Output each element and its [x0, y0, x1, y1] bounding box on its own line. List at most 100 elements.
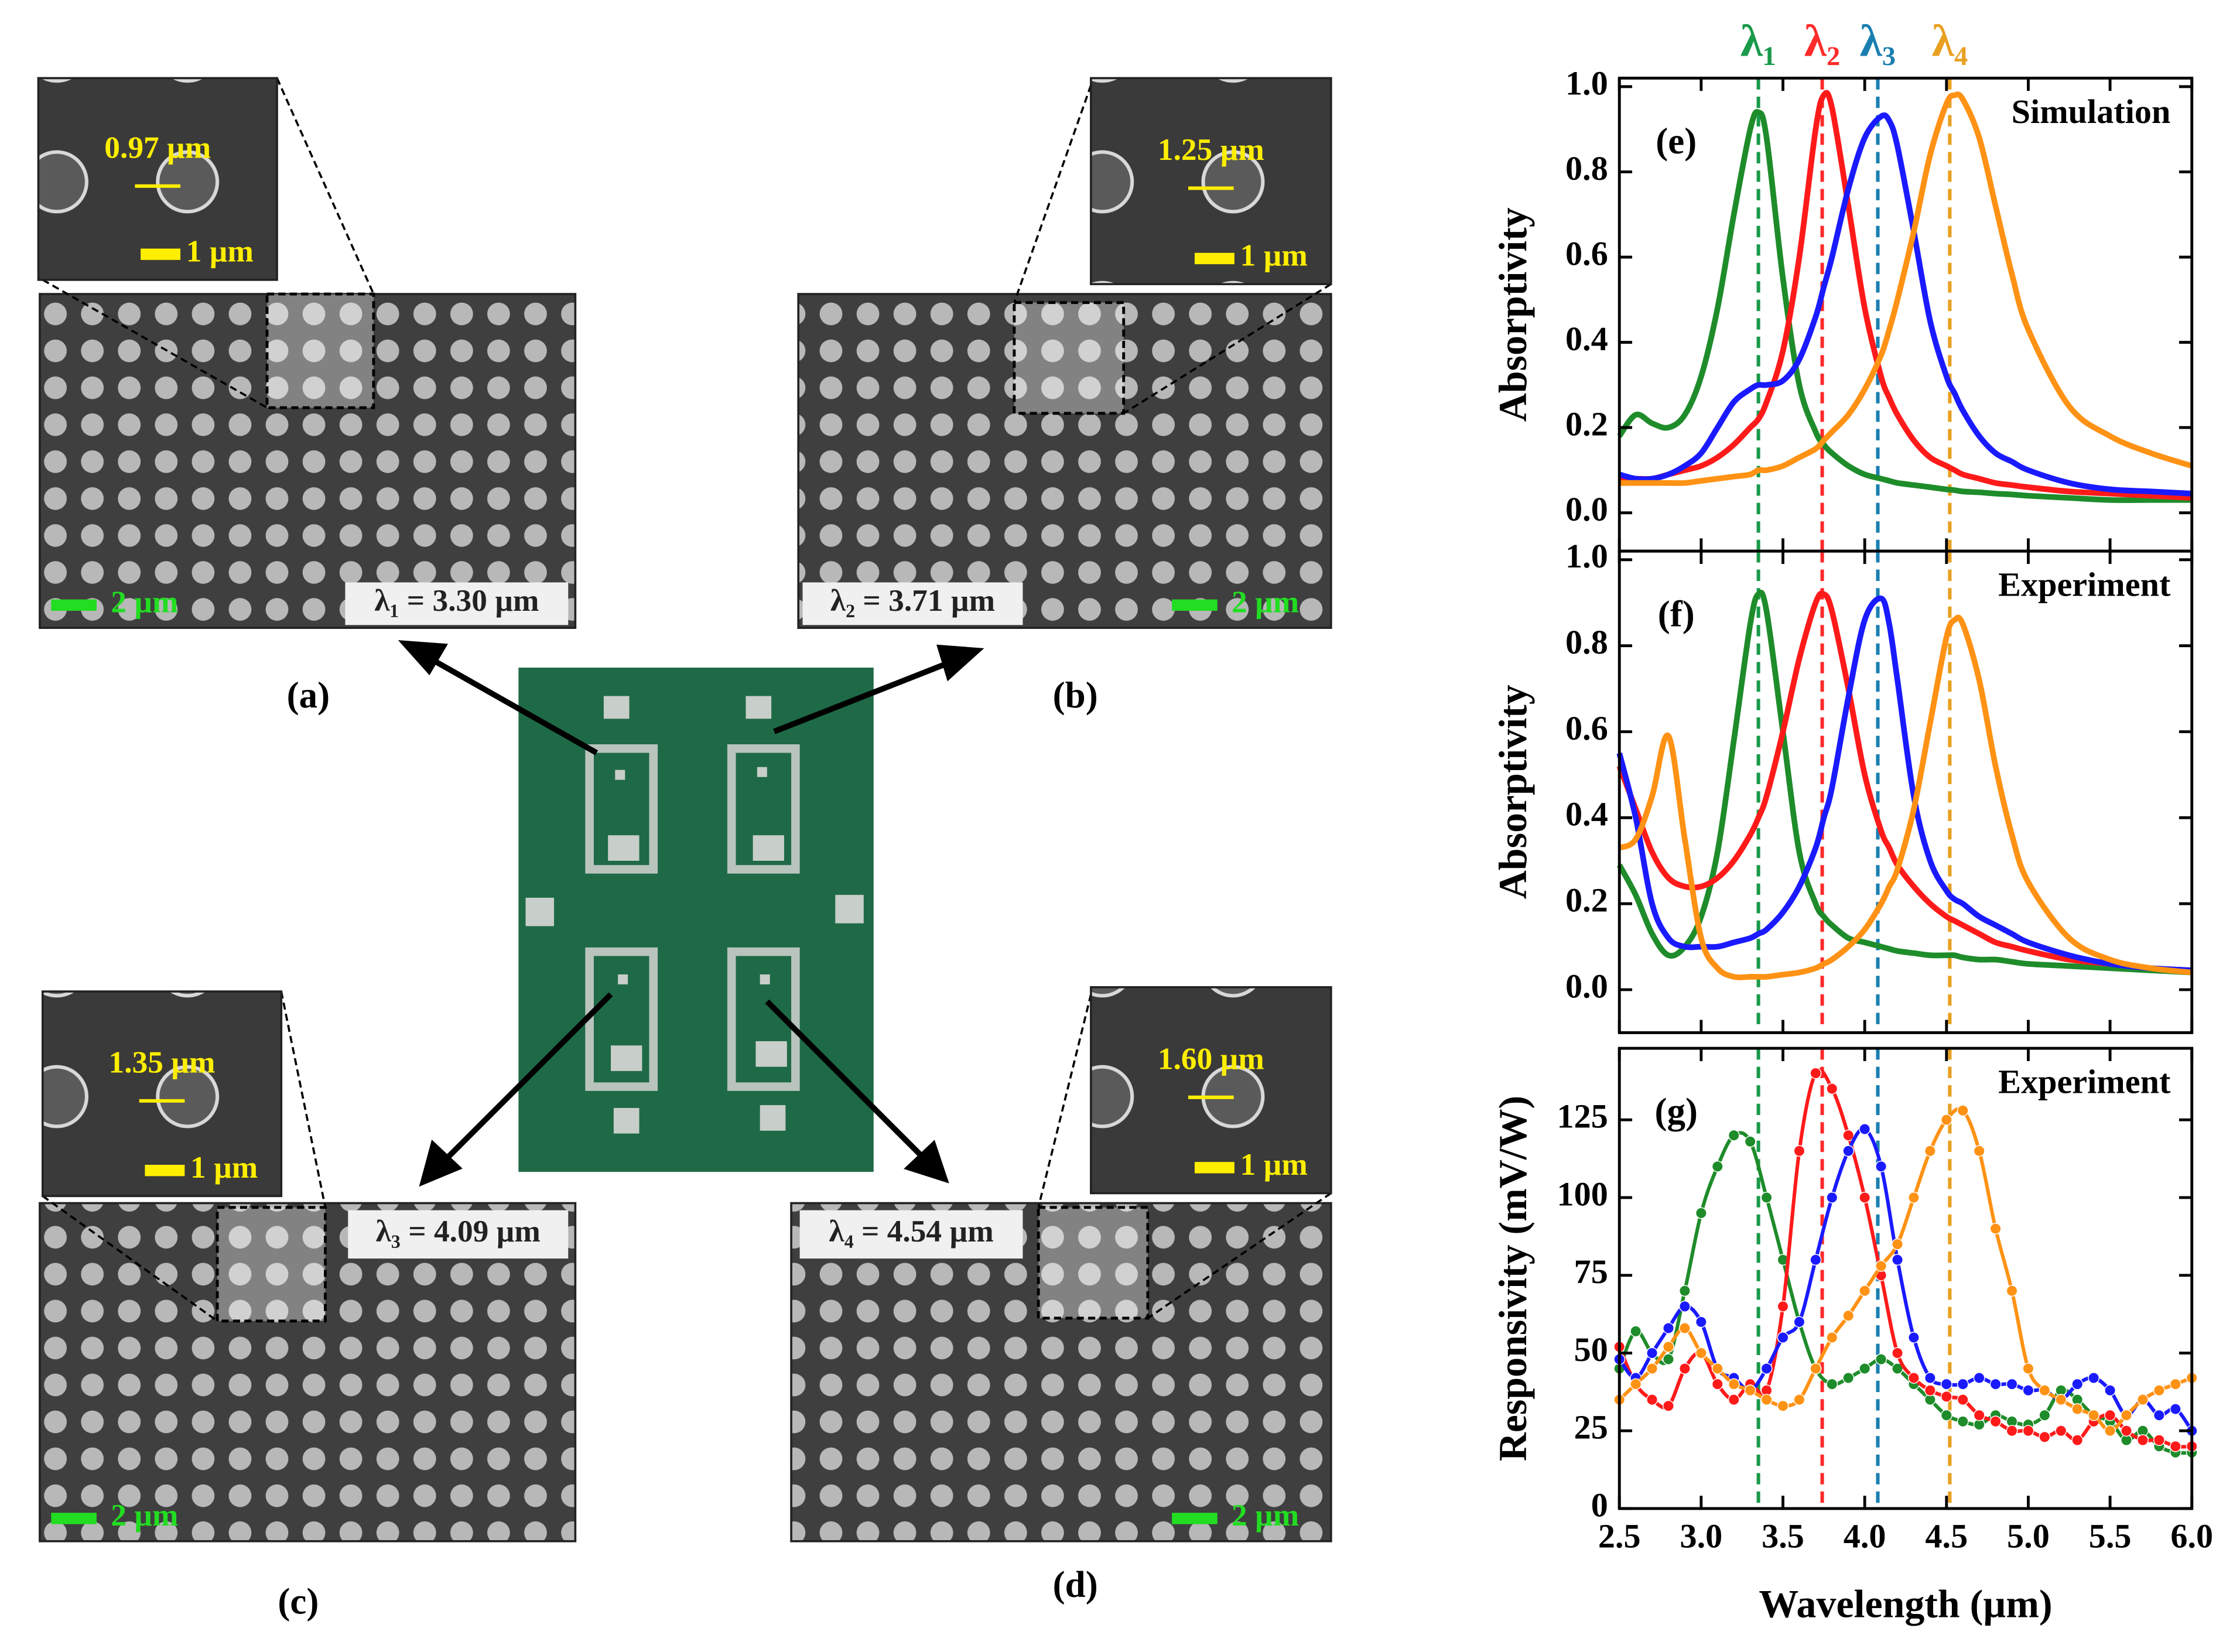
inset-scale-label: 1 µm: [1240, 1147, 1308, 1182]
panel-label: (e): [1656, 121, 1697, 162]
y-tick-label: 0.2: [1565, 881, 1608, 919]
y-axis-label: Responsivity (mV/W): [1490, 1096, 1535, 1461]
y-tick-label: 0.0: [1565, 490, 1608, 528]
scale-bar: [1172, 599, 1218, 611]
series-marker: [1695, 1347, 1707, 1359]
series-marker: [1957, 1415, 1969, 1428]
series-marker: [2039, 1384, 2051, 1397]
series-marker: [2137, 1434, 2149, 1446]
sem-image: [39, 1202, 577, 1542]
wavelength-box: [348, 1210, 569, 1259]
x-tick-label: 4.0: [1844, 1517, 1886, 1555]
zoom-connector: [280, 991, 327, 1208]
series-marker: [1728, 1394, 1740, 1406]
panel-note: Experiment: [1998, 566, 2171, 604]
series-marker: [2006, 1285, 2018, 1297]
x-tick-label: 3.0: [1680, 1517, 1722, 1555]
series-marker: [1842, 1309, 1855, 1322]
zoom-region: [216, 1206, 327, 1323]
series-marker: [2169, 1440, 2181, 1452]
series-marker: [2071, 1434, 2084, 1446]
inset-scale-bar: [145, 1165, 185, 1176]
y-tick-label: 0.8: [1565, 623, 1608, 661]
series-marker: [1678, 1285, 1691, 1297]
scale-label: 2 µm: [1232, 1497, 1299, 1533]
series-marker: [2039, 1431, 2051, 1443]
arrows: [398, 640, 984, 1187]
series-line: [1617, 1127, 2194, 1432]
series-marker: [1875, 1260, 1887, 1272]
y-tick-label: 75: [1574, 1253, 1608, 1291]
series-marker: [1842, 1372, 1855, 1384]
series-marker: [2039, 1409, 2051, 1421]
series-marker: [1957, 1394, 1969, 1406]
series-marker: [2022, 1384, 2034, 1397]
series-marker: [1810, 1067, 1822, 1079]
series-marker: [1940, 1114, 1952, 1126]
series-marker: [1777, 1400, 1789, 1412]
series-marker: [2055, 1394, 2067, 1406]
series-marker: [1760, 1394, 1773, 1406]
series-marker: [1940, 1390, 1952, 1403]
series-marker: [1678, 1322, 1691, 1334]
y-tick-label: 25: [1574, 1408, 1608, 1446]
x-tick-label: 2.5: [1598, 1517, 1641, 1555]
y-tick-label: 100: [1557, 1175, 1608, 1213]
series-line: [1616, 590, 2193, 976]
series-marker: [2104, 1409, 2116, 1421]
wavelength-label: λ₃ = 4.09 µm: [376, 1213, 541, 1249]
x-tick-label: 4.5: [1925, 1517, 1968, 1555]
series-marker: [1908, 1332, 1920, 1343]
series-marker: [2104, 1384, 2116, 1397]
series-marker: [1826, 1332, 1838, 1343]
panel-label: (c): [278, 1581, 319, 1622]
series-marker: [1744, 1384, 1756, 1397]
panel-label: (f): [1658, 594, 1695, 635]
scale-label: 2 µm: [111, 1497, 178, 1533]
series-marker: [2104, 1425, 2116, 1437]
series-marker: [1924, 1384, 1936, 1397]
series-marker: [1908, 1192, 1920, 1203]
x-tick-label: 5.0: [2007, 1517, 2050, 1555]
panel-label: (b): [1053, 675, 1098, 716]
sem-inset: [1090, 77, 1332, 285]
inset-scale-label: 1 µm: [186, 233, 254, 268]
scale-bar: [1172, 1513, 1218, 1524]
panel-note: Experiment: [1998, 1063, 2171, 1101]
series-marker: [2121, 1425, 2132, 1437]
wavelength-label: λ₂ = 3.71 µm: [830, 583, 995, 618]
series-marker: [1892, 1254, 1903, 1266]
series-marker: [1663, 1353, 1674, 1366]
series-marker: [2022, 1425, 2034, 1437]
sem-inset: [1090, 986, 1332, 1195]
series-marker: [2071, 1378, 2084, 1390]
scale-label: 2 µm: [1232, 584, 1299, 620]
series-marker: [1646, 1394, 1658, 1406]
diameter-label: 0.97 µm: [104, 129, 211, 165]
series-marker: [1810, 1363, 1822, 1375]
zoom-connector: [276, 77, 375, 295]
series-marker: [1744, 1135, 1756, 1148]
series-marker: [1859, 1123, 1871, 1135]
y-tick-label: 0: [1591, 1486, 1608, 1524]
series-marker: [1678, 1300, 1691, 1312]
series-marker: [1678, 1363, 1691, 1375]
inset-scale-bar: [1194, 1162, 1234, 1174]
series-marker: [1875, 1353, 1887, 1366]
series-marker: [1826, 1378, 1838, 1390]
series-marker: [1646, 1347, 1658, 1359]
series-marker: [1826, 1083, 1838, 1095]
series-marker: [2022, 1363, 2034, 1375]
y-tick-label: 0.6: [1565, 234, 1608, 272]
zoom-connector: [42, 279, 268, 409]
series-line: [1618, 1107, 2193, 1433]
panel-note: Simulation: [2012, 93, 2171, 131]
series-marker: [1859, 1192, 1871, 1203]
x-tick-label: 6.0: [2170, 1517, 2213, 1555]
scale-label: 2 µm: [111, 584, 178, 620]
series-marker: [1973, 1372, 1985, 1384]
panel-label: (d): [1053, 1564, 1098, 1605]
wavelength-box: [345, 582, 569, 625]
series-marker: [1777, 1332, 1789, 1343]
